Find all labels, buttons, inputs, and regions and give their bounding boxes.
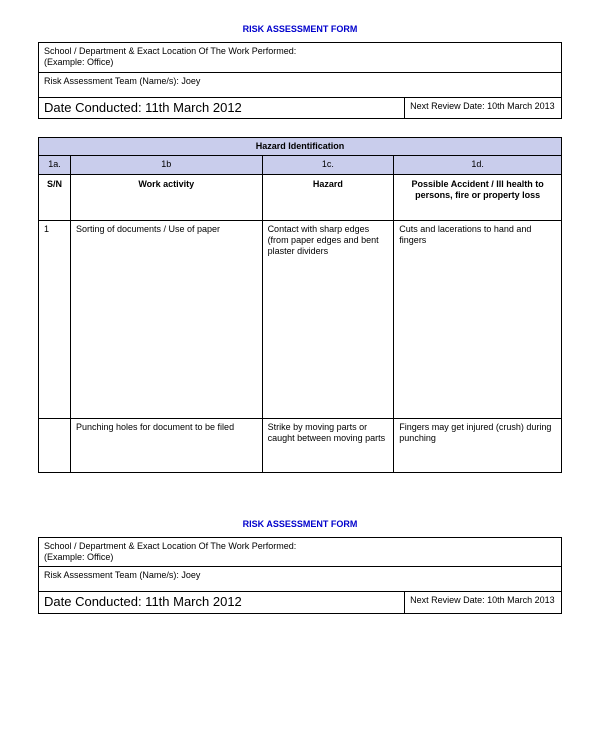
sub-1c: 1c. xyxy=(262,156,394,174)
sub-1a: 1a. xyxy=(39,156,71,174)
col-accident-header: Possible Accident / Ill health to person… xyxy=(394,174,562,220)
cell-accident: Fingers may get injured (crush) during p… xyxy=(394,418,562,472)
location-cell: School / Department & Exact Location Of … xyxy=(39,537,562,567)
cell-work: Punching holes for document to be filed xyxy=(70,418,262,472)
sub-1b: 1b xyxy=(70,156,262,174)
table-row: Punching holes for document to be filed … xyxy=(39,418,562,472)
info-table: School / Department & Exact Location Of … xyxy=(38,42,562,119)
col-sn-header: S/N xyxy=(39,174,71,220)
info-table: School / Department & Exact Location Of … xyxy=(38,537,562,614)
next-review-cell: Next Review Date: 10th March 2013 xyxy=(405,592,562,613)
location-line2: (Example: Office) xyxy=(44,552,113,562)
hazard-sub-header: 1a. 1b 1c. 1d. xyxy=(39,156,562,174)
location-line1: School / Department & Exact Location Of … xyxy=(44,46,296,56)
location-line2: (Example: Office) xyxy=(44,57,113,67)
cell-hazard: Strike by moving parts or caught between… xyxy=(262,418,394,472)
form-title: RISK ASSESSMENT FORM xyxy=(38,519,562,529)
date-conducted-cell: Date Conducted: 11th March 2012 xyxy=(39,97,405,118)
cell-work: Sorting of documents / Use of paper xyxy=(70,220,262,418)
form-title: RISK ASSESSMENT FORM xyxy=(38,24,562,34)
col-work-header: Work activity xyxy=(70,174,262,220)
col-hazard-header: Hazard xyxy=(262,174,394,220)
sub-1d: 1d. xyxy=(394,156,562,174)
cell-sn: 1 xyxy=(39,220,71,418)
hazard-section-header: Hazard Identification xyxy=(39,138,562,156)
date-conducted-cell: Date Conducted: 11th March 2012 xyxy=(39,592,405,613)
cell-sn xyxy=(39,418,71,472)
hazard-table: Hazard Identification 1a. 1b 1c. 1d. S/N… xyxy=(38,137,562,473)
location-cell: School / Department & Exact Location Of … xyxy=(39,43,562,73)
team-cell: Risk Assessment Team (Name/s): Joey xyxy=(39,567,562,592)
team-cell: Risk Assessment Team (Name/s): Joey xyxy=(39,72,562,97)
next-review-cell: Next Review Date: 10th March 2013 xyxy=(405,97,562,118)
cell-accident: Cuts and lacerations to hand and fingers xyxy=(394,220,562,418)
cell-hazard: Contact with sharp edges (from paper edg… xyxy=(262,220,394,418)
location-line1: School / Department & Exact Location Of … xyxy=(44,541,296,551)
hazard-col-header: S/N Work activity Hazard Possible Accide… xyxy=(39,174,562,220)
table-row: 1 Sorting of documents / Use of paper Co… xyxy=(39,220,562,418)
